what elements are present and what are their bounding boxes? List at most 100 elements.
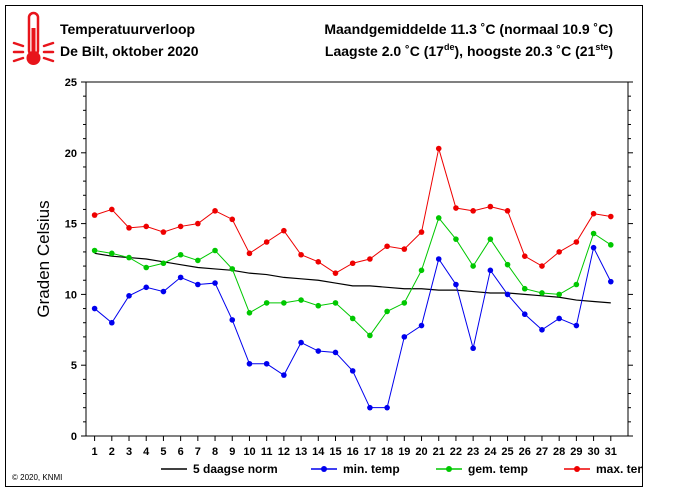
data-point xyxy=(246,360,253,367)
chart-title: Temperatuurverloop xyxy=(60,21,195,37)
data-point xyxy=(315,302,322,309)
data-point xyxy=(263,360,270,367)
x-tick-label: 7 xyxy=(195,446,201,458)
x-tick-label: 8 xyxy=(212,446,218,458)
x-tick-label: 2 xyxy=(109,446,115,458)
series-line-3 xyxy=(94,148,611,274)
y-tick-label: 10 xyxy=(65,289,77,301)
data-point xyxy=(470,263,476,269)
data-point xyxy=(91,247,98,254)
y-tick-label: 5 xyxy=(71,360,77,372)
data-point xyxy=(384,404,390,411)
x-tick-label: 16 xyxy=(347,446,359,458)
data-point xyxy=(315,259,322,265)
data-point xyxy=(332,300,339,306)
data-point xyxy=(263,300,270,306)
y-tick-label: 25 xyxy=(65,77,77,89)
data-point xyxy=(573,239,580,245)
x-tick-label: 14 xyxy=(312,446,325,458)
x-tick-label: 17 xyxy=(364,446,376,458)
data-point xyxy=(109,206,115,213)
x-tick-label: 1 xyxy=(92,446,98,458)
data-point xyxy=(126,254,132,261)
legend-label-1: min. temp xyxy=(343,462,400,476)
x-tick-label: 26 xyxy=(519,446,531,458)
data-point xyxy=(539,263,545,269)
legend: 5 daagse norm min. temp gem. temp max. temp xyxy=(161,462,655,476)
x-tick-label: 30 xyxy=(587,446,599,458)
data-point xyxy=(573,281,580,288)
data-point xyxy=(332,270,339,276)
data-point xyxy=(367,332,373,339)
data-point xyxy=(487,267,494,274)
data-point xyxy=(298,297,304,303)
x-tick-label: 13 xyxy=(295,446,307,458)
x-tick-label: 25 xyxy=(501,446,513,458)
data-point xyxy=(332,349,339,356)
data-point xyxy=(435,256,442,262)
data-point xyxy=(453,236,459,242)
x-tick-label: 9 xyxy=(229,446,235,458)
x-tick-label: 21 xyxy=(433,446,445,458)
data-point xyxy=(160,288,167,295)
data-point xyxy=(177,251,184,258)
x-tick-label: 4 xyxy=(143,446,150,458)
monthly-average-text: Maandgemiddelde 11.3 ˚C (normaal 10.9 ˚C… xyxy=(324,21,613,37)
data-point xyxy=(349,260,356,267)
data-point xyxy=(281,300,287,306)
data-point xyxy=(349,315,356,322)
data-point xyxy=(298,339,304,346)
legend-label-3: max. temp xyxy=(596,462,642,476)
data-point xyxy=(195,281,201,288)
data-point xyxy=(573,322,580,329)
data-point xyxy=(229,266,236,272)
data-point xyxy=(539,290,545,296)
x-tick-label: 6 xyxy=(178,446,184,458)
x-tick-label: 24 xyxy=(484,446,497,458)
data-point xyxy=(212,208,218,214)
data-point xyxy=(367,404,373,411)
data-point xyxy=(281,372,287,378)
data-point xyxy=(504,291,511,298)
data-point xyxy=(212,280,218,286)
data-point xyxy=(590,230,597,237)
x-tick-label: 3 xyxy=(126,446,132,458)
data-point xyxy=(384,243,390,250)
data-point xyxy=(418,322,425,329)
data-point xyxy=(160,229,167,235)
data-point xyxy=(556,291,562,298)
legend-marker-3 xyxy=(574,466,580,472)
data-point xyxy=(263,239,270,245)
data-point xyxy=(590,210,597,217)
data-point xyxy=(109,319,115,326)
data-point xyxy=(195,220,201,227)
data-point xyxy=(487,203,494,210)
data-point xyxy=(418,229,425,235)
data-point xyxy=(590,244,597,251)
data-point xyxy=(281,227,287,234)
thermometer-icon xyxy=(12,11,55,65)
data-point xyxy=(91,212,98,218)
data-point xyxy=(539,327,545,333)
data-point xyxy=(177,223,184,230)
x-tick-label: 28 xyxy=(553,446,565,458)
x-tick-label: 27 xyxy=(536,446,548,458)
x-tick-label: 20 xyxy=(415,446,427,458)
data-point xyxy=(143,223,150,230)
data-point xyxy=(126,225,132,231)
copyright-text: © 2020, KNMI xyxy=(12,473,62,482)
x-tick-label: 5 xyxy=(160,446,166,458)
data-point xyxy=(126,293,132,299)
x-tick-label: 31 xyxy=(605,446,617,458)
data-point xyxy=(487,236,494,242)
data-point xyxy=(401,334,408,340)
x-tick-label: 10 xyxy=(243,446,255,458)
data-point xyxy=(91,305,98,312)
y-tick-label: 0 xyxy=(71,431,77,443)
data-point xyxy=(521,311,528,318)
data-point xyxy=(504,208,511,214)
data-point xyxy=(367,256,373,262)
x-tick-label: 29 xyxy=(570,446,582,458)
x-tick-label: 19 xyxy=(398,446,410,458)
